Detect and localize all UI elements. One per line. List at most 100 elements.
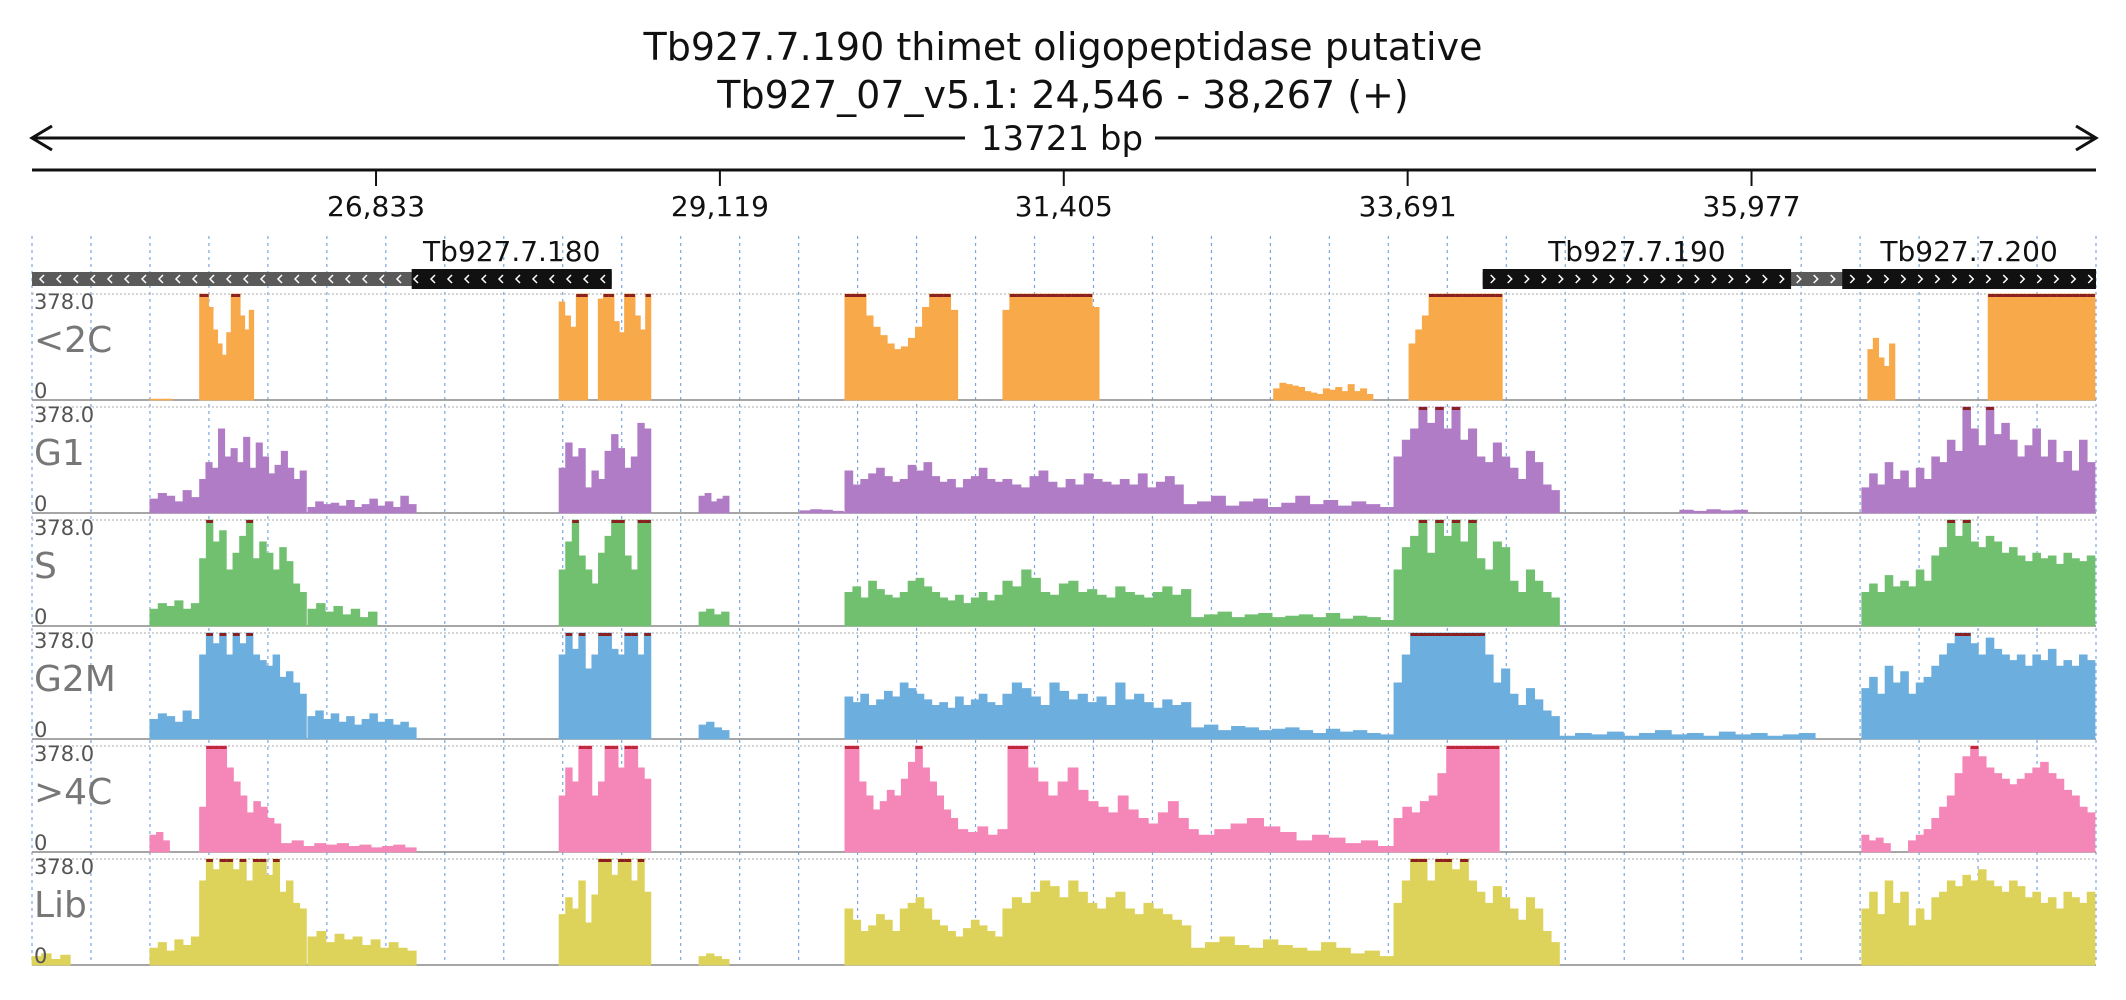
coverage-area	[558, 293, 589, 401]
track-ymin-label: 0	[34, 605, 47, 629]
coverage-area	[199, 293, 255, 401]
clip-marker	[1970, 746, 1979, 749]
coverage-area	[280, 840, 417, 853]
clip-marker	[1468, 294, 1476, 297]
clip-marker	[576, 294, 582, 297]
clip-marker	[624, 746, 632, 749]
strand-arrow-right-icon	[1883, 274, 1890, 284]
strand-arrow-right-icon	[1900, 274, 1907, 284]
coverage-area	[1393, 519, 1560, 627]
clip-marker	[219, 746, 227, 749]
x-tick-label: 33,691	[1359, 190, 1457, 223]
strand-arrow-left-icon	[55, 274, 62, 284]
strand-arrow-left-icon	[395, 274, 402, 284]
coverage-area	[799, 509, 844, 514]
clip-marker	[1007, 746, 1018, 749]
clip-marker	[637, 859, 645, 862]
clip-marker	[1085, 294, 1093, 297]
coverage-area	[597, 293, 652, 401]
coverage-area	[1190, 724, 1395, 740]
coverage-area	[199, 745, 282, 853]
coverage-area	[1861, 665, 1909, 740]
clip-marker	[844, 746, 852, 749]
strand-arrow-right-icon	[2070, 274, 2077, 284]
strand-arrow-right-icon	[1592, 274, 1598, 284]
coverage-area	[698, 608, 730, 627]
clip-marker	[1037, 294, 1045, 297]
track-name: >4C	[34, 772, 112, 813]
clip-marker	[219, 859, 227, 862]
strand-arrow-right-icon	[1745, 274, 1751, 284]
strand-arrow-left-icon	[174, 274, 181, 284]
strand-arrow-left-icon	[548, 274, 555, 284]
strand-arrow-left-icon	[531, 274, 538, 284]
strand-arrow-right-icon	[1541, 274, 1547, 284]
clip-marker	[1482, 294, 1489, 297]
clip-marker	[1495, 294, 1503, 297]
clip-marker	[1472, 746, 1482, 749]
gene-track: Tb927.7.180 Tb927.7.190 Tb927.7.200	[32, 235, 2096, 289]
track-name: S	[34, 546, 57, 587]
strand-arrow-left-icon	[361, 274, 368, 284]
track-1: 378.0 G1 0	[32, 403, 2096, 516]
clip-marker	[1476, 633, 1485, 636]
clip-marker	[1435, 407, 1444, 410]
strand-arrow-left-icon	[446, 274, 453, 284]
strand-arrow-right-icon	[1849, 274, 1856, 284]
strand-arrow-right-icon	[2002, 274, 2009, 284]
coverage-area	[1002, 470, 1184, 514]
strand-arrow-left-icon	[310, 274, 317, 284]
coverage-area	[558, 422, 652, 514]
coverage-area	[149, 600, 200, 627]
clip-marker	[603, 294, 609, 297]
strand-arrow-right-icon	[2087, 274, 2094, 284]
coverage-area	[1987, 293, 2096, 401]
clip-marker	[1962, 520, 1971, 523]
clip-marker	[618, 520, 625, 523]
clip-marker	[572, 520, 579, 523]
strand-arrow-right-icon	[1917, 274, 1924, 284]
strand-arrow-right-icon	[1490, 274, 1496, 284]
clip-marker	[219, 633, 227, 636]
clip-marker	[232, 633, 240, 636]
clip-marker	[1023, 294, 1031, 297]
x-tick-label: 29,119	[671, 190, 769, 223]
clip-marker	[1475, 294, 1483, 297]
clip-marker	[1462, 294, 1469, 297]
clip-marker	[246, 633, 253, 636]
coverage-area	[558, 519, 652, 627]
coverage-area	[1393, 406, 1560, 514]
strand-arrow-left-icon	[123, 274, 130, 284]
gene-label: Tb927.7.200	[1879, 235, 2057, 268]
clip-marker	[1418, 859, 1428, 862]
clip-marker	[1428, 294, 1436, 297]
x-tick-label: 35,977	[1703, 190, 1801, 223]
chart-subtitle: Tb927_07_v5.1: 24,546 - 38,267 (+)	[717, 73, 1409, 117]
clip-marker	[199, 294, 205, 297]
strand-arrow-left-icon	[106, 274, 113, 284]
strand-arrow-left-icon	[497, 274, 504, 284]
strand-arrow-left-icon	[514, 274, 521, 284]
clip-marker	[581, 294, 588, 297]
coverage-area	[1908, 632, 2096, 740]
strand-arrow-left-icon	[208, 274, 215, 284]
clip-marker	[645, 294, 651, 297]
gene-cds	[411, 269, 612, 289]
clip-marker	[2087, 294, 2095, 297]
strand-arrow-left-icon	[276, 274, 283, 284]
clip-marker	[1418, 633, 1428, 636]
coverage-area	[844, 682, 1004, 740]
coverage-area	[698, 721, 730, 740]
coverage-area	[199, 519, 307, 627]
coverage-area	[1861, 575, 1909, 627]
clip-marker	[637, 520, 645, 523]
gene-label: Tb927.7.190	[1547, 235, 1725, 268]
clip-marker	[1455, 746, 1465, 749]
coverage-area	[1861, 834, 1891, 853]
clip-marker	[1451, 407, 1461, 410]
strand-arrow-left-icon	[412, 274, 419, 284]
clip-marker	[1435, 520, 1444, 523]
clip-marker	[1455, 294, 1463, 297]
track-ymin-label: 0	[34, 831, 47, 855]
